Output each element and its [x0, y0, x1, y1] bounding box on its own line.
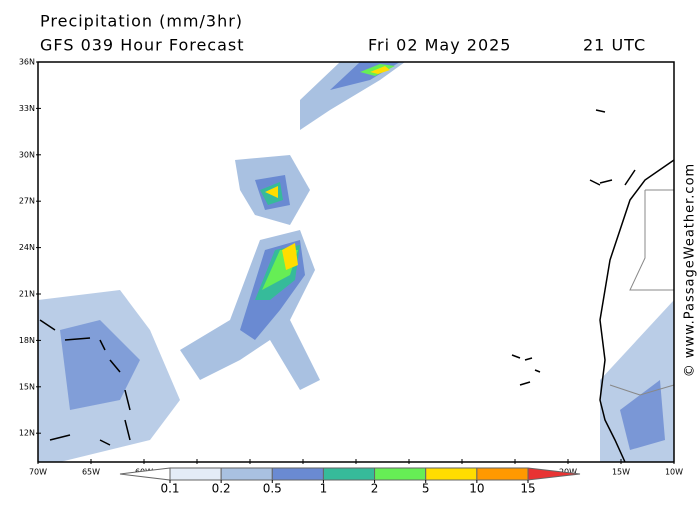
coastlines — [39, 109, 675, 463]
lat-label: 24N — [19, 243, 35, 252]
colorbar-label: 0.1 — [160, 482, 179, 496]
forecast-date: Fri 02 May 2025 — [368, 36, 511, 55]
colorbar-label: 1 — [320, 482, 328, 496]
lat-label: 21N — [19, 290, 35, 299]
colorbar-segment — [271, 467, 324, 481]
colorbar-label: 10 — [469, 482, 484, 496]
colorbar-high — [527, 467, 581, 481]
lat-label: 33N — [19, 104, 35, 113]
subtitle: GFS 039 Hour Forecast — [40, 36, 245, 55]
lon-label: 65W — [82, 468, 100, 477]
precipitation-field — [38, 62, 674, 462]
lat-label: 27N — [19, 197, 35, 206]
colorbar-label: 0.5 — [263, 482, 282, 496]
colorbar-segment — [322, 467, 376, 481]
lat-label: 30N — [19, 150, 35, 159]
colorbar-segment — [169, 467, 222, 481]
lon-label: 20W — [559, 468, 577, 477]
lon-label: 10W — [665, 468, 683, 477]
colorbar-segment — [425, 467, 478, 481]
lat-label: 15N — [19, 382, 35, 391]
title: Precipitation (mm/3hr) — [40, 12, 243, 31]
forecast-time: 21 UTC — [583, 36, 646, 55]
colorbar-label: 15 — [520, 482, 535, 496]
colorbar-label: 0.2 — [212, 482, 231, 496]
borders — [609, 189, 675, 396]
colorbar-label: 5 — [422, 482, 430, 496]
lon-label: 15W — [612, 468, 630, 477]
colorbar-segment — [476, 467, 529, 481]
colorbar-segment — [374, 467, 427, 481]
colorbar-segment — [220, 467, 273, 481]
colorbar-label: 2 — [371, 482, 379, 496]
watermark: © www.PassageWeather.com — [683, 163, 698, 377]
lon-label: 70W — [29, 468, 47, 477]
lat-label: 18N — [19, 336, 35, 345]
lat-label: 12N — [19, 429, 35, 438]
lat-label: 36N — [19, 58, 35, 67]
